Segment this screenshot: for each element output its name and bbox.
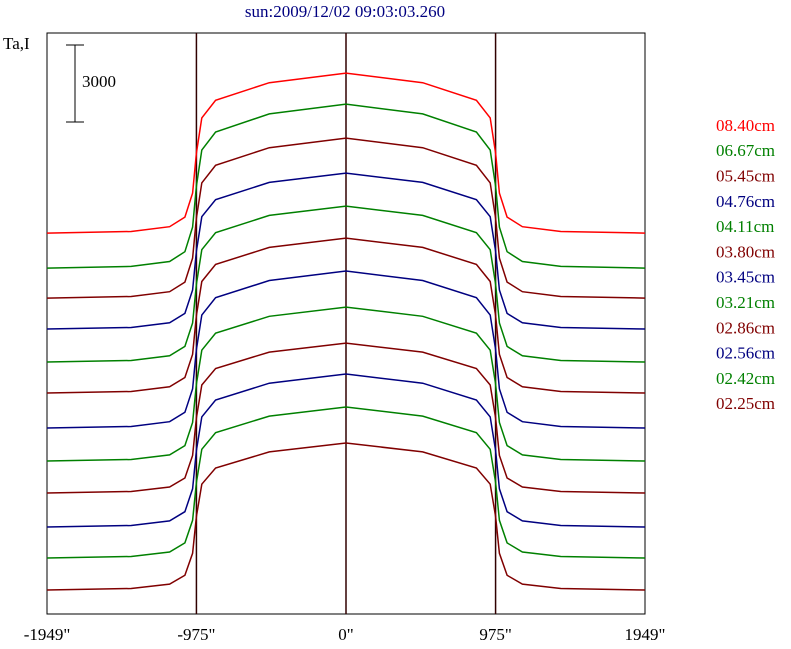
series-line bbox=[46, 442, 646, 591]
legend-label: 04.11cm bbox=[716, 217, 774, 236]
legend-label: 04.76cm bbox=[716, 192, 775, 211]
legend-label: 06.67cm bbox=[716, 141, 775, 160]
series-line bbox=[46, 172, 646, 330]
chart-title: sun:2009/12/02 09:03:03.260 bbox=[245, 2, 445, 21]
legend-label: 03.45cm bbox=[716, 268, 775, 287]
series-line bbox=[46, 342, 646, 494]
series-line bbox=[46, 373, 646, 528]
series-line bbox=[46, 406, 646, 559]
series-line bbox=[46, 205, 646, 363]
x-tick-label: 1949" bbox=[625, 625, 666, 644]
y-axis-label: Ta,I bbox=[3, 34, 30, 53]
legend-label: 02.42cm bbox=[716, 369, 775, 388]
legend-label: 02.25cm bbox=[716, 394, 775, 413]
legend-label: 05.45cm bbox=[716, 167, 775, 186]
x-tick-label: 975" bbox=[479, 625, 511, 644]
series-line bbox=[46, 237, 646, 394]
x-tick-label: -1949" bbox=[24, 625, 71, 644]
series-line bbox=[46, 306, 646, 462]
legend-label: 02.86cm bbox=[716, 318, 775, 337]
x-tick-label: -975" bbox=[177, 625, 215, 644]
series-line bbox=[46, 270, 646, 429]
x-tick-label: 0" bbox=[338, 625, 353, 644]
legend-label: 08.40cm bbox=[716, 116, 775, 135]
legend-label: 03.21cm bbox=[716, 293, 775, 312]
legend-label: 02.56cm bbox=[716, 344, 775, 363]
series-line bbox=[46, 103, 646, 269]
series-line bbox=[46, 72, 646, 234]
series-line bbox=[46, 137, 646, 299]
legend-label: 03.80cm bbox=[716, 242, 775, 261]
scale-bar-label: 3000 bbox=[82, 72, 116, 91]
